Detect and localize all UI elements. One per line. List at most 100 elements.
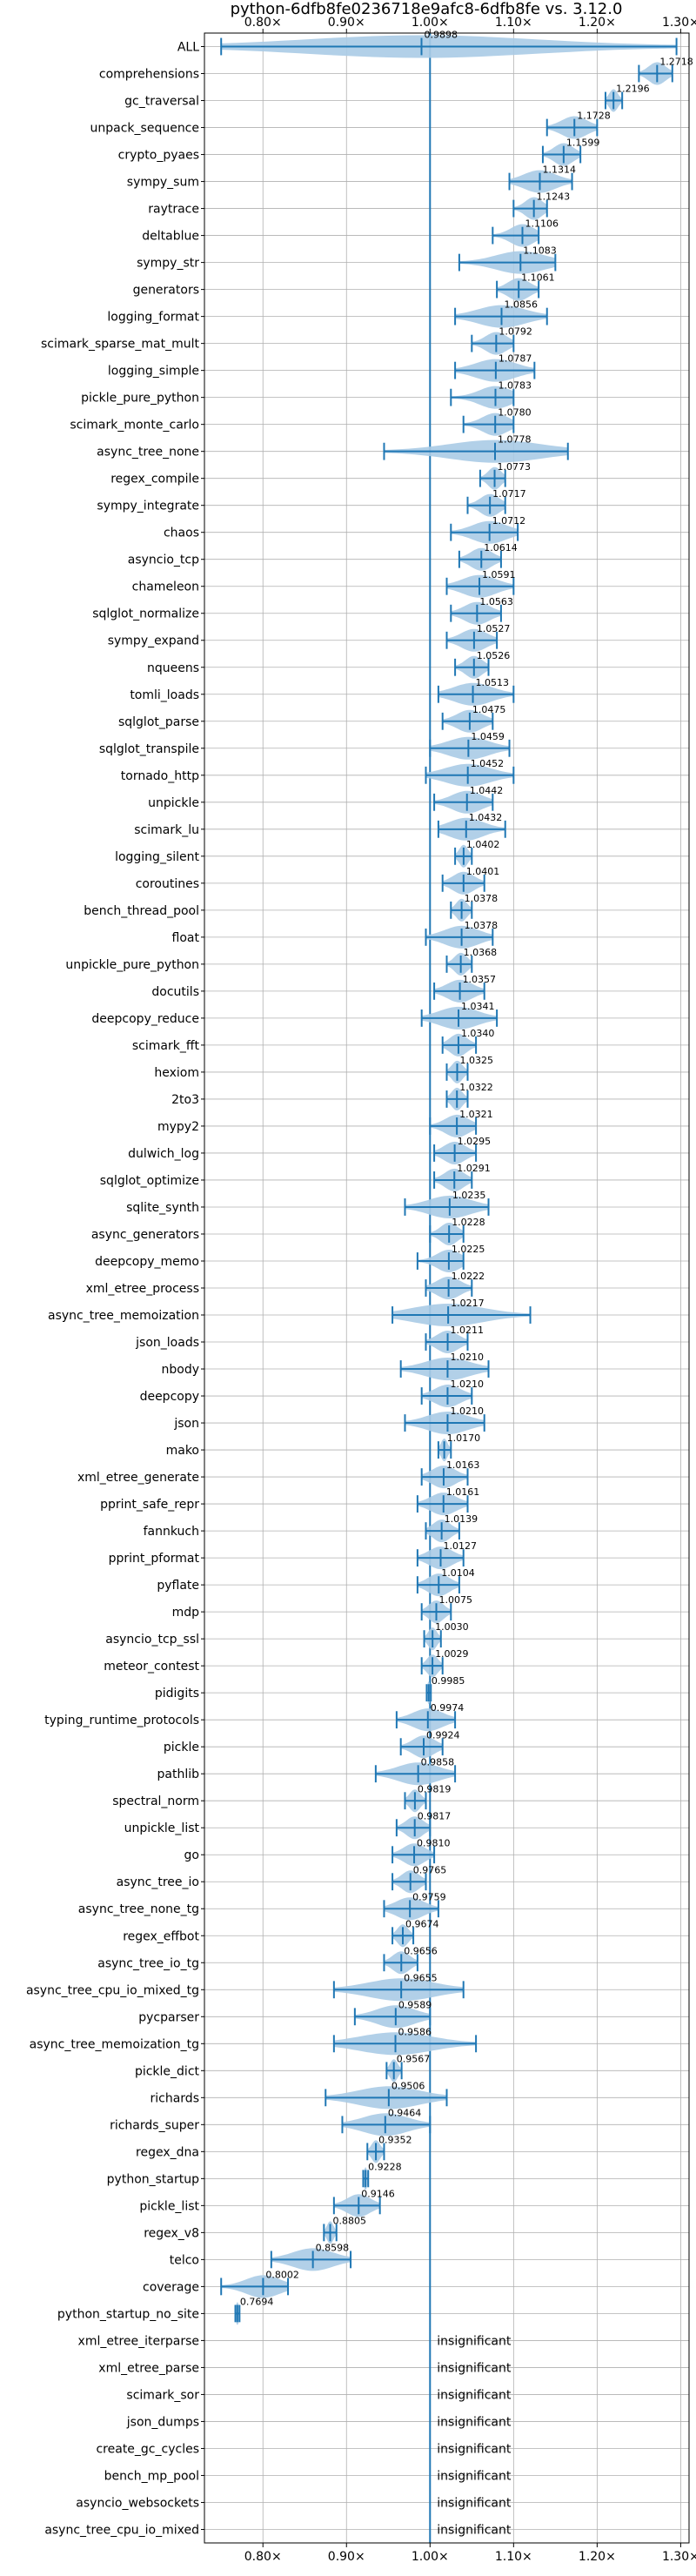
insignificant-label: insignificant — [437, 2415, 512, 2429]
category-label: logging_silent — [115, 850, 199, 864]
x-tick-label-bottom: 0.80× — [244, 2550, 282, 2564]
value-label: 1.2196 — [616, 84, 650, 95]
value-label: 1.0291 — [457, 1163, 491, 1174]
value-label: 1.1106 — [525, 218, 559, 230]
value-label: 0.9464 — [388, 2107, 422, 2118]
value-label: 0.9589 — [398, 1999, 432, 2010]
value-label: 0.9765 — [413, 1864, 446, 1875]
category-label: asyncio_tcp_ssl — [105, 1633, 199, 1647]
category-label: gc_traversal — [124, 95, 199, 109]
category-label: scimark_fft — [132, 1039, 200, 1053]
category-label: unpickle — [148, 796, 199, 810]
category-label: async_generators — [91, 1228, 199, 1242]
category-label: async_tree_io — [117, 1875, 199, 1889]
value-label: 0.9898 — [424, 30, 457, 41]
category-label: logging_simple — [108, 365, 199, 379]
plot-frame — [204, 32, 690, 2544]
category-label: deepcopy — [140, 1390, 199, 1404]
category-label: sqlglot_parse — [118, 715, 199, 729]
x-tick-label-bottom: 0.90× — [328, 2550, 365, 2564]
value-label: 1.0325 — [460, 1055, 494, 1066]
category-label: xml_etree_parse — [98, 2361, 199, 2375]
category-label: async_tree_memoization_tg — [30, 2037, 199, 2051]
value-label: 0.9146 — [361, 2188, 395, 2199]
category-label: xml_etree_iterparse — [78, 2334, 199, 2348]
category-label: telco — [170, 2253, 199, 2267]
value-label: 1.0210 — [450, 1405, 484, 1417]
category-label: pickle — [164, 1741, 199, 1754]
value-label: 1.0856 — [504, 299, 538, 311]
value-label: 0.9655 — [404, 1972, 438, 1983]
category-label: meteor_contest — [104, 1660, 199, 1674]
value-label: 0.9567 — [397, 2053, 431, 2064]
value-label: 1.0222 — [452, 1271, 485, 1282]
category-label: ALL — [177, 41, 199, 55]
category-label: pidigits — [155, 1687, 199, 1701]
category-label: json_loads — [135, 1336, 199, 1350]
category-label: pprint_safe_repr — [100, 1498, 199, 1512]
value-label: 1.0225 — [452, 1244, 485, 1255]
category-label: pickle_dict — [135, 2064, 200, 2078]
value-label: 1.2718 — [659, 57, 693, 68]
category-label: asyncio_websockets — [76, 2496, 199, 2510]
category-label: deltablue — [142, 230, 199, 244]
value-label: 1.0526 — [477, 650, 511, 661]
value-label: 1.0591 — [482, 569, 516, 580]
value-label: 1.0401 — [466, 866, 500, 877]
category-label: bench_thread_pool — [84, 904, 199, 918]
value-label: 1.0773 — [498, 461, 532, 473]
value-label: 0.9759 — [412, 1891, 446, 1902]
value-label: 1.0778 — [498, 434, 532, 446]
value-label: 1.0029 — [435, 1648, 469, 1660]
x-tick-label-bottom: 1.10× — [495, 2550, 532, 2564]
x-tick-labels: 0.80× 0.80× 0.90× 0.90× 1.00× 1.00× 1.10× 1.10×… — [244, 16, 696, 2564]
category-label: sympy_integrate — [97, 500, 199, 513]
x-tick-label-top: 1.30× — [662, 16, 696, 30]
category-label: regex_effbot — [123, 1929, 199, 1943]
category-label: async_tree_io_tg — [97, 1956, 199, 1970]
value-label: 1.0322 — [459, 1082, 493, 1093]
category-label: nqueens — [147, 661, 199, 675]
category-label: regex_v8 — [144, 2226, 199, 2240]
value-label: 1.1599 — [566, 138, 600, 149]
category-label: comprehensions — [99, 68, 199, 82]
category-label: pprint_pformat — [109, 1552, 200, 1566]
category-label: coroutines — [136, 877, 199, 891]
category-label: typing_runtime_protocols — [44, 1714, 199, 1727]
x-tick-label-top: 1.10× — [495, 16, 532, 30]
category-label: richards_super — [110, 2118, 199, 2132]
value-label: 1.1083 — [523, 245, 557, 257]
category-label: deepcopy_memo — [95, 1255, 199, 1269]
category-label: async_tree_cpu_io_mixed_tg — [26, 1983, 199, 1997]
value-label: 1.0527 — [477, 623, 511, 634]
value-label: 0.9819 — [418, 1783, 452, 1794]
category-label: scimark_lu — [134, 823, 199, 837]
value-label: 1.1728 — [577, 111, 611, 122]
category-label: chameleon — [132, 580, 199, 594]
value-label: 1.0459 — [471, 731, 505, 742]
value-label: 0.9985 — [432, 1675, 465, 1687]
category-labels: ALL comprehensions gc_traversal unpack_sequ… — [26, 41, 204, 2537]
category-label: pickle_list — [139, 2199, 199, 2213]
value-label: 1.0163 — [446, 1459, 480, 1471]
category-label: richards — [151, 2091, 200, 2105]
category-label: generators — [133, 284, 199, 298]
insignificant-label: insignificant — [437, 2496, 512, 2510]
category-label: bench_mp_pool — [104, 2469, 199, 2483]
x-tick-label-bottom: 1.30× — [662, 2550, 696, 2564]
value-label: 1.0780 — [498, 407, 532, 419]
category-label: unpack_sequence — [90, 122, 199, 136]
category-label: json_dumps — [126, 2415, 199, 2429]
category-label: unpickle_list — [124, 1821, 200, 1835]
value-label: 1.0295 — [458, 1136, 492, 1147]
category-label: raytrace — [148, 203, 199, 217]
x-tick-label-bottom: 1.20× — [579, 2550, 616, 2564]
category-label: mypy2 — [157, 1120, 199, 1134]
category-label: tornado_http — [121, 769, 199, 783]
value-label: 0.9674 — [405, 1918, 439, 1929]
category-label: regex_compile — [110, 473, 199, 486]
value-labels: 0.9898 1.2718 1.2196 1.1728 1.1599 1.1314 1.12… — [240, 30, 693, 2538]
value-label: 1.0340 — [461, 1028, 495, 1039]
category-label: hexiom — [154, 1066, 199, 1080]
